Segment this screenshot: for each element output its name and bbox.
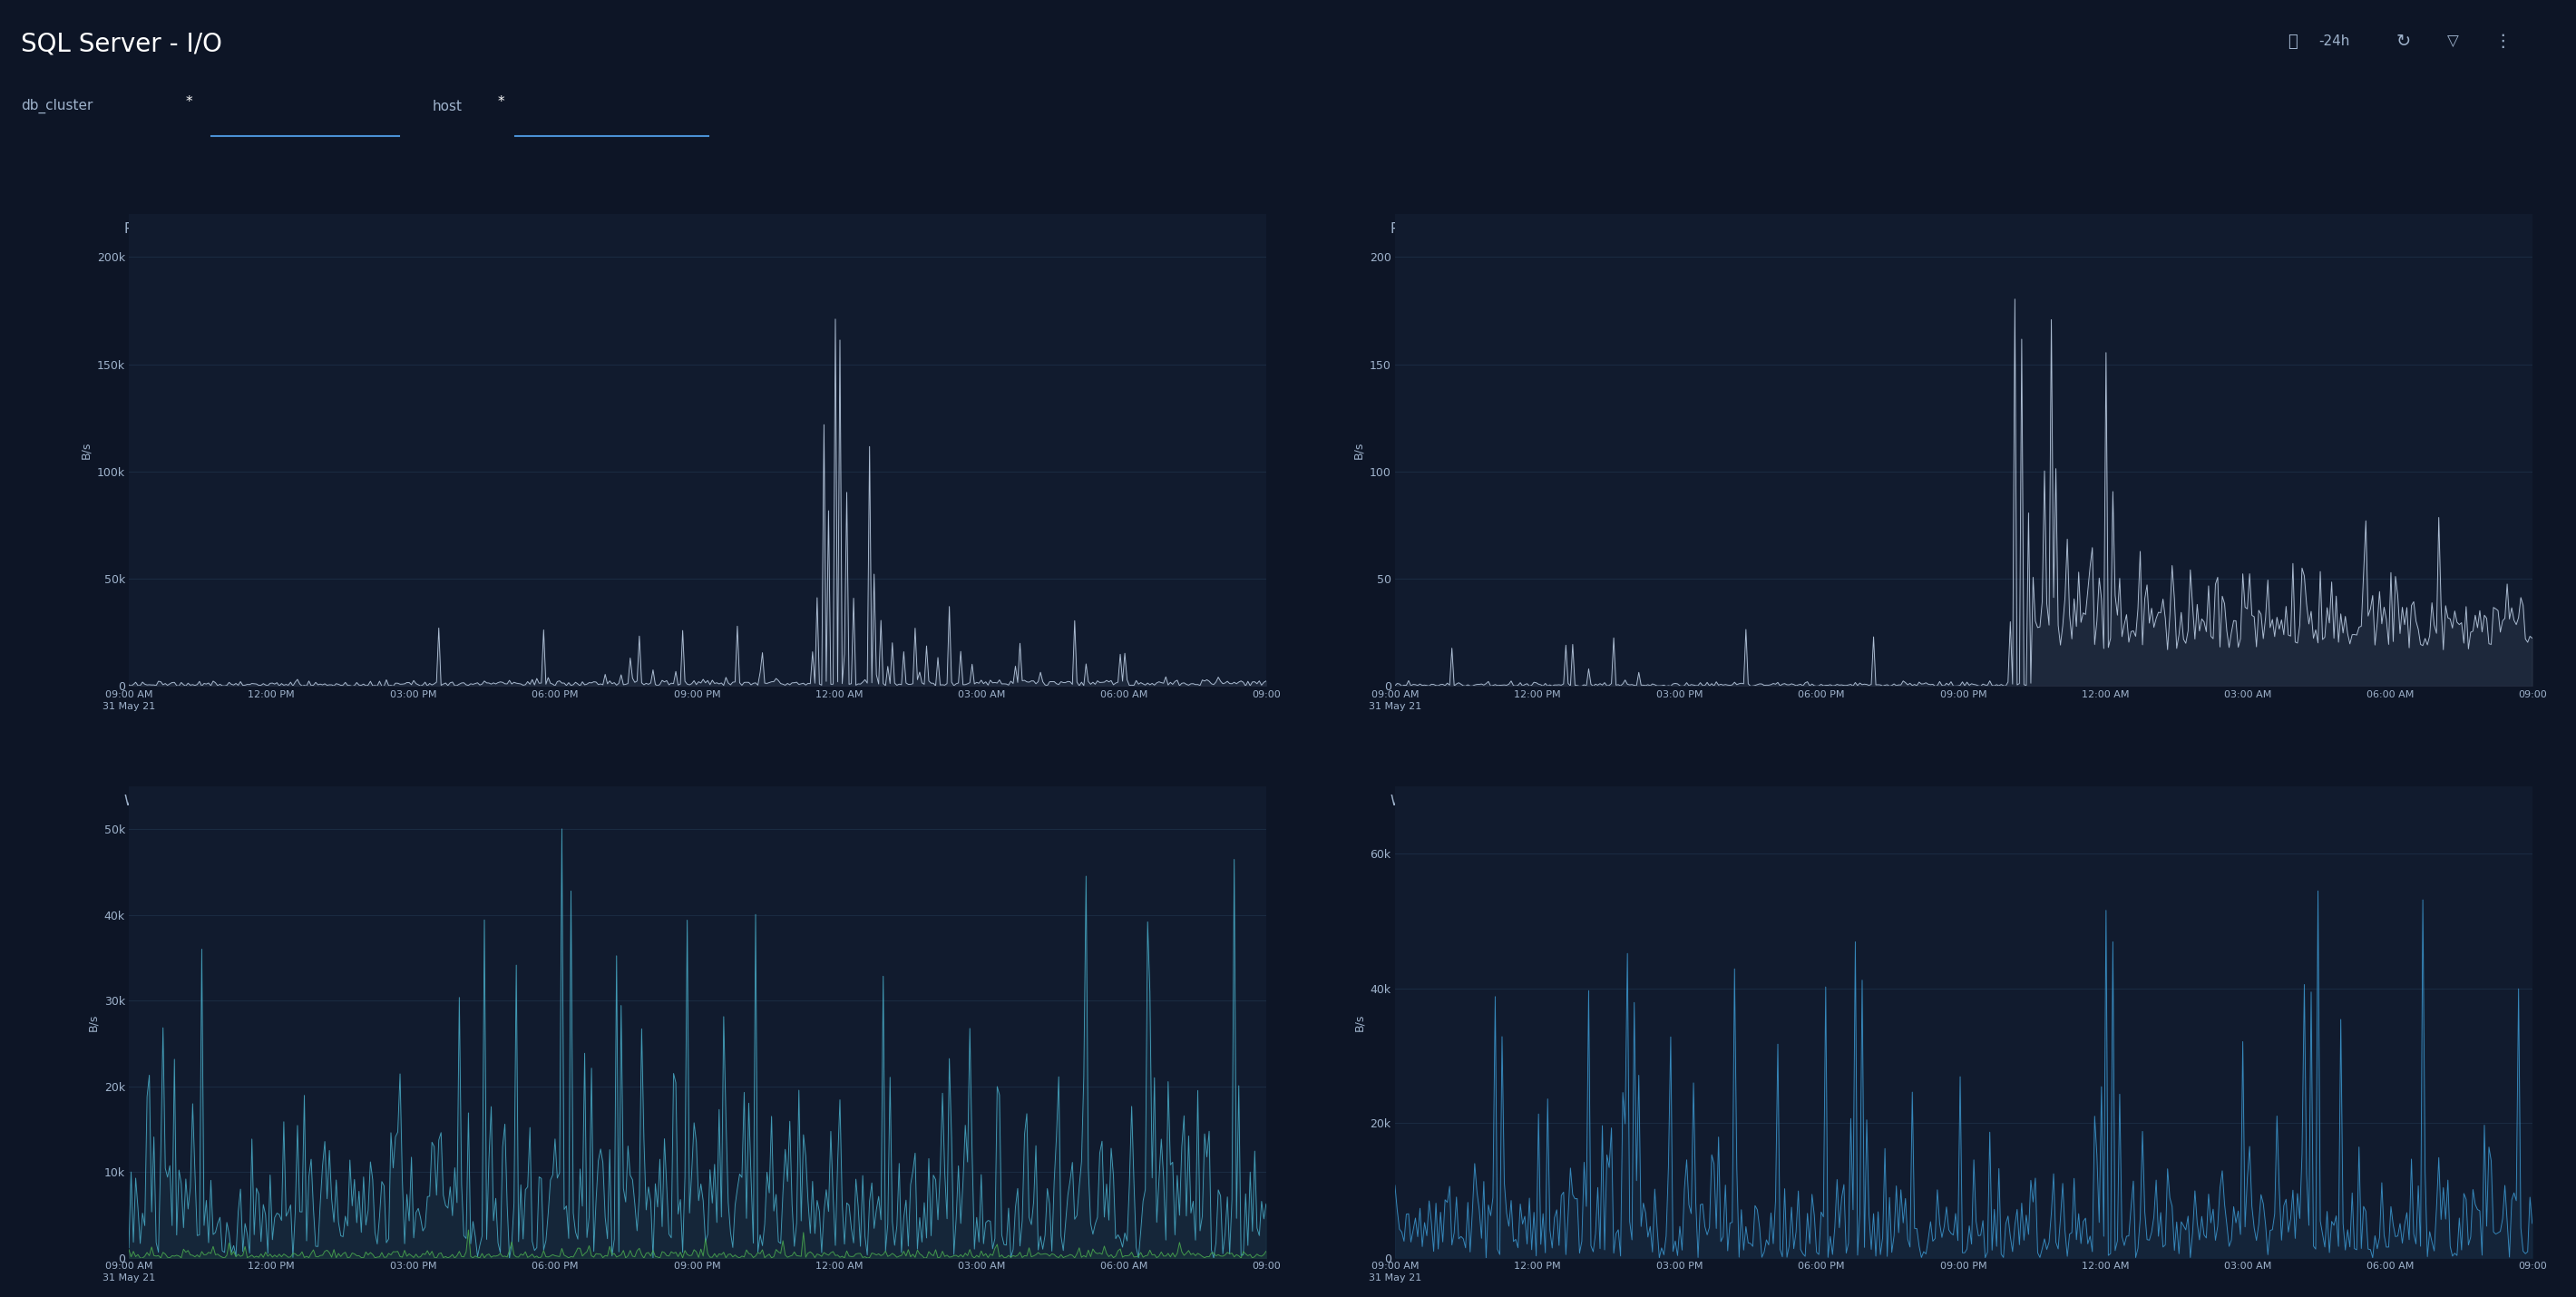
Text: Read | Rows Throughput: Read | Rows Throughput xyxy=(124,222,294,237)
Text: ⋮: ⋮ xyxy=(2494,32,2512,51)
Y-axis label: B/s: B/s xyxy=(80,441,93,459)
Text: ↻: ↻ xyxy=(2396,32,2411,51)
Y-axis label: B/s: B/s xyxy=(1352,1013,1365,1031)
Text: Write | Rows Throughput: Write | Rows Throughput xyxy=(124,794,296,809)
Text: -24h: -24h xyxy=(2318,35,2349,48)
Y-axis label: B/s: B/s xyxy=(1352,441,1365,459)
Text: ⏰: ⏰ xyxy=(2287,34,2298,49)
Text: ▽: ▽ xyxy=(2447,34,2458,49)
Text: *: * xyxy=(497,96,505,109)
Text: Write | Log Throughput: Write | Log Throughput xyxy=(1391,794,1551,809)
Text: Read | Log Throughput: Read | Log Throughput xyxy=(1391,222,1548,237)
Text: db_cluster: db_cluster xyxy=(21,99,93,114)
Text: *: * xyxy=(185,96,193,109)
Text: SQL Server - I/O: SQL Server - I/O xyxy=(21,31,222,56)
Y-axis label: B/s: B/s xyxy=(88,1013,98,1031)
Text: host: host xyxy=(433,100,464,113)
